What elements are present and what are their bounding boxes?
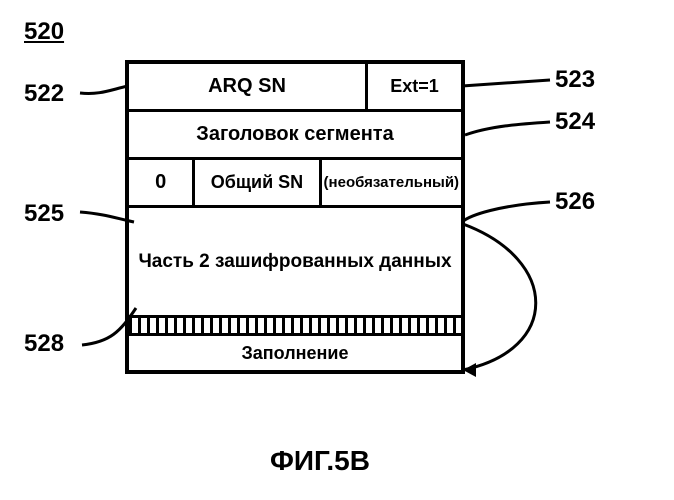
leader-526 [462, 202, 550, 222]
cell-segment-header: Заголовок сегмента [129, 112, 461, 157]
label-524: 524 [555, 108, 595, 136]
figure-caption: ФИГ.5В [270, 445, 370, 477]
leader-524 [465, 122, 550, 135]
label-528: 528 [24, 330, 64, 358]
cell-encrypted: Часть 2 зашифрованных данных [129, 208, 461, 315]
leader-522 [80, 86, 128, 93]
row-encrypted: Часть 2 зашифрованных данных [129, 208, 461, 318]
row-padding: Заполнение [129, 336, 461, 370]
packet-structure-box: ARQ SN Ext=1 Заголовок сегмента 0 Общий … [125, 60, 465, 374]
row-hatch-strip [129, 318, 461, 336]
row-common-sn: 0 Общий SN (необязательный) [129, 160, 461, 208]
row-segment-header: Заголовок сегмента [129, 112, 461, 160]
label-523: 523 [555, 66, 595, 94]
cell-common-sn: Общий SN [195, 160, 321, 205]
label-526: 526 [555, 188, 595, 216]
cell-ext: Ext=1 [368, 64, 461, 109]
cell-padding-label: Заполнение [129, 336, 461, 370]
arrow-curve [463, 224, 536, 370]
label-525: 525 [24, 200, 64, 228]
cell-optional: (необязательный) [322, 160, 462, 205]
row-arq: ARQ SN Ext=1 [129, 64, 461, 112]
cell-arq-sn: ARQ SN [129, 64, 368, 109]
figure-number: 520 [24, 18, 64, 46]
label-522: 522 [24, 80, 64, 108]
leader-523 [462, 80, 550, 86]
cell-zero: 0 [129, 160, 195, 205]
